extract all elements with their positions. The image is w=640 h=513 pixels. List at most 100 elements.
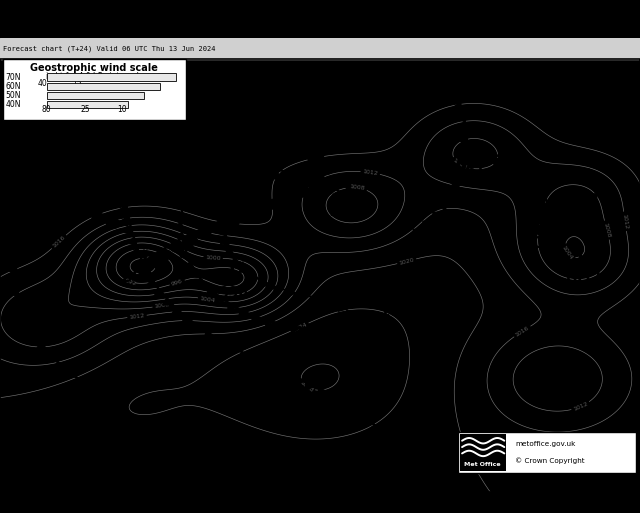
Circle shape	[92, 213, 105, 223]
Text: 1011: 1011	[524, 236, 564, 251]
Polygon shape	[174, 212, 182, 220]
Polygon shape	[190, 154, 199, 161]
Polygon shape	[438, 70, 449, 77]
Polygon shape	[349, 320, 357, 327]
Polygon shape	[262, 281, 270, 287]
Polygon shape	[458, 159, 467, 167]
Circle shape	[62, 205, 75, 214]
Circle shape	[534, 225, 548, 235]
Text: L: L	[132, 244, 143, 262]
Text: 1008: 1008	[452, 158, 468, 171]
Text: 1007: 1007	[447, 156, 488, 171]
Text: L: L	[573, 167, 585, 185]
Polygon shape	[344, 311, 353, 318]
Polygon shape	[239, 266, 248, 272]
Polygon shape	[374, 446, 382, 453]
Circle shape	[251, 170, 264, 180]
Circle shape	[285, 136, 300, 146]
Polygon shape	[355, 354, 364, 362]
Polygon shape	[217, 296, 226, 302]
Circle shape	[307, 179, 320, 188]
Circle shape	[241, 118, 255, 128]
Polygon shape	[193, 324, 203, 331]
Polygon shape	[9, 244, 18, 251]
Circle shape	[225, 217, 239, 227]
Polygon shape	[372, 435, 381, 443]
Circle shape	[298, 187, 312, 197]
Polygon shape	[413, 229, 423, 236]
Polygon shape	[177, 193, 185, 200]
Polygon shape	[182, 315, 192, 323]
Polygon shape	[373, 457, 382, 465]
Polygon shape	[127, 238, 136, 245]
Polygon shape	[317, 331, 327, 338]
Text: 992: 992	[124, 278, 137, 286]
Polygon shape	[45, 352, 55, 359]
Polygon shape	[131, 248, 140, 256]
Circle shape	[531, 192, 545, 202]
Circle shape	[254, 205, 268, 215]
Circle shape	[466, 149, 480, 159]
Polygon shape	[180, 252, 189, 259]
Polygon shape	[20, 199, 30, 207]
Text: 1011: 1011	[562, 270, 603, 285]
Text: 1007: 1007	[15, 329, 56, 344]
Polygon shape	[219, 209, 228, 216]
Polygon shape	[177, 242, 186, 249]
Circle shape	[525, 183, 539, 192]
Text: in kt for 4.0 hPa intervals: in kt for 4.0 hPa intervals	[46, 72, 143, 81]
Polygon shape	[122, 151, 131, 159]
Polygon shape	[273, 286, 282, 293]
Polygon shape	[433, 212, 442, 219]
Circle shape	[283, 193, 297, 204]
Polygon shape	[195, 145, 204, 151]
Polygon shape	[195, 67, 204, 75]
Polygon shape	[147, 112, 157, 119]
Text: L: L	[577, 244, 588, 262]
Text: 996: 996	[218, 286, 249, 301]
Text: © Crown Copyright: © Crown Copyright	[515, 458, 585, 464]
Polygon shape	[198, 280, 207, 286]
Polygon shape	[349, 330, 358, 337]
Polygon shape	[312, 297, 323, 303]
Text: 25: 25	[80, 105, 90, 114]
Polygon shape	[140, 269, 150, 277]
Polygon shape	[154, 289, 164, 295]
Polygon shape	[454, 170, 464, 178]
Text: 1017: 1017	[220, 159, 260, 174]
Text: 1000: 1000	[205, 255, 221, 261]
Circle shape	[517, 173, 531, 184]
Polygon shape	[174, 223, 182, 230]
Polygon shape	[456, 113, 465, 122]
Text: L: L	[461, 130, 473, 148]
Polygon shape	[65, 371, 76, 378]
Text: metoffice.gov.uk: metoffice.gov.uk	[515, 441, 575, 447]
Polygon shape	[172, 307, 182, 314]
Polygon shape	[191, 271, 200, 278]
Text: 1004: 1004	[561, 245, 573, 261]
Circle shape	[157, 250, 172, 260]
Polygon shape	[13, 221, 23, 229]
Polygon shape	[124, 227, 133, 235]
Circle shape	[211, 223, 225, 233]
Polygon shape	[118, 173, 127, 181]
Text: L: L	[29, 303, 41, 321]
Polygon shape	[319, 388, 328, 396]
Circle shape	[321, 186, 333, 194]
Text: H: H	[392, 278, 408, 296]
Circle shape	[269, 200, 283, 209]
Circle shape	[146, 258, 160, 268]
Polygon shape	[353, 407, 363, 415]
Text: 1006: 1006	[328, 204, 369, 219]
Polygon shape	[8, 278, 17, 285]
Circle shape	[224, 114, 238, 124]
Text: 1008: 1008	[349, 185, 365, 191]
Polygon shape	[358, 364, 365, 371]
Polygon shape	[220, 239, 228, 246]
Circle shape	[256, 123, 270, 132]
Polygon shape	[446, 192, 456, 200]
Circle shape	[47, 202, 60, 211]
Circle shape	[481, 152, 495, 163]
Polygon shape	[28, 332, 38, 340]
Polygon shape	[17, 210, 26, 218]
